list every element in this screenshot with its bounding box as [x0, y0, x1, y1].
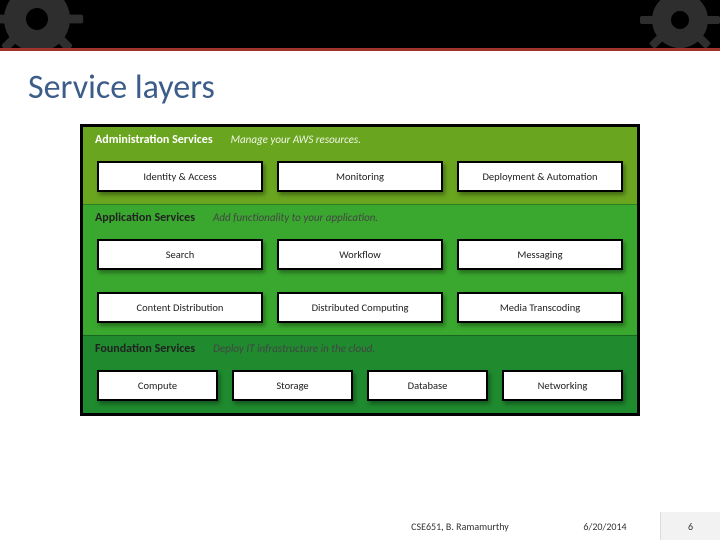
layer-name: Administration Services: [95, 133, 213, 147]
boxes-row: Search Workflow Messaging: [83, 229, 637, 282]
service-box: Workflow: [277, 239, 443, 270]
service-box: Deployment & Automation: [457, 161, 623, 192]
service-box: Search: [97, 239, 263, 270]
gear-icon: [630, 0, 720, 48]
slide: Service layers Administration Services Ma…: [0, 0, 720, 540]
boxes-row: Identity & Access Monitoring Deployment & …: [83, 151, 637, 204]
service-box: Compute: [97, 370, 218, 401]
service-box: Content Distribution: [97, 292, 263, 323]
footer-credit: CSE651, B. Ramamurthy: [370, 520, 550, 533]
header-band: [0, 0, 720, 48]
footer-date: 6/20/2014: [550, 520, 660, 533]
service-box: Storage: [232, 370, 353, 401]
service-box: Networking: [502, 370, 623, 401]
service-box: Messaging: [457, 239, 623, 270]
layer: Foundation Services Deploy IT infrastruct…: [83, 335, 637, 413]
service-box: Monitoring: [277, 161, 443, 192]
footer-page: 6: [660, 512, 720, 540]
footer: CSE651, B. Ramamurthy 6/20/2014 6: [0, 512, 720, 540]
service-box: Distributed Computing: [277, 292, 443, 323]
layer-name: Application Services: [95, 211, 195, 225]
layer-desc: Add functionality to your application.: [213, 211, 378, 224]
layer-desc: Deploy IT infrastructure in the cloud.: [213, 342, 375, 355]
layer-name: Foundation Services: [95, 342, 195, 356]
layer-header: Foundation Services Deploy IT infrastruct…: [83, 336, 637, 360]
service-layers-diagram: Administration Services Manage your AWS r…: [80, 124, 640, 416]
page-title: Service layers: [28, 67, 692, 108]
layer: Administration Services Manage your AWS r…: [83, 127, 637, 204]
layer-header: Application Services Add functionality to…: [83, 205, 637, 229]
title-area: Service layers: [0, 51, 720, 118]
service-box: Media Transcoding: [457, 292, 623, 323]
layer: Application Services Add functionality to…: [83, 204, 637, 335]
service-box: Identity & Access: [97, 161, 263, 192]
layer-desc: Manage your AWS resources.: [231, 133, 361, 146]
diagram-wrap: Administration Services Manage your AWS r…: [0, 118, 720, 512]
layer-header: Administration Services Manage your AWS r…: [83, 127, 637, 151]
gear-icon: [0, 0, 92, 48]
boxes-row: Compute Storage Database Networking: [83, 360, 637, 413]
boxes-row: Content Distribution Distributed Computin…: [83, 282, 637, 335]
service-box: Database: [367, 370, 488, 401]
